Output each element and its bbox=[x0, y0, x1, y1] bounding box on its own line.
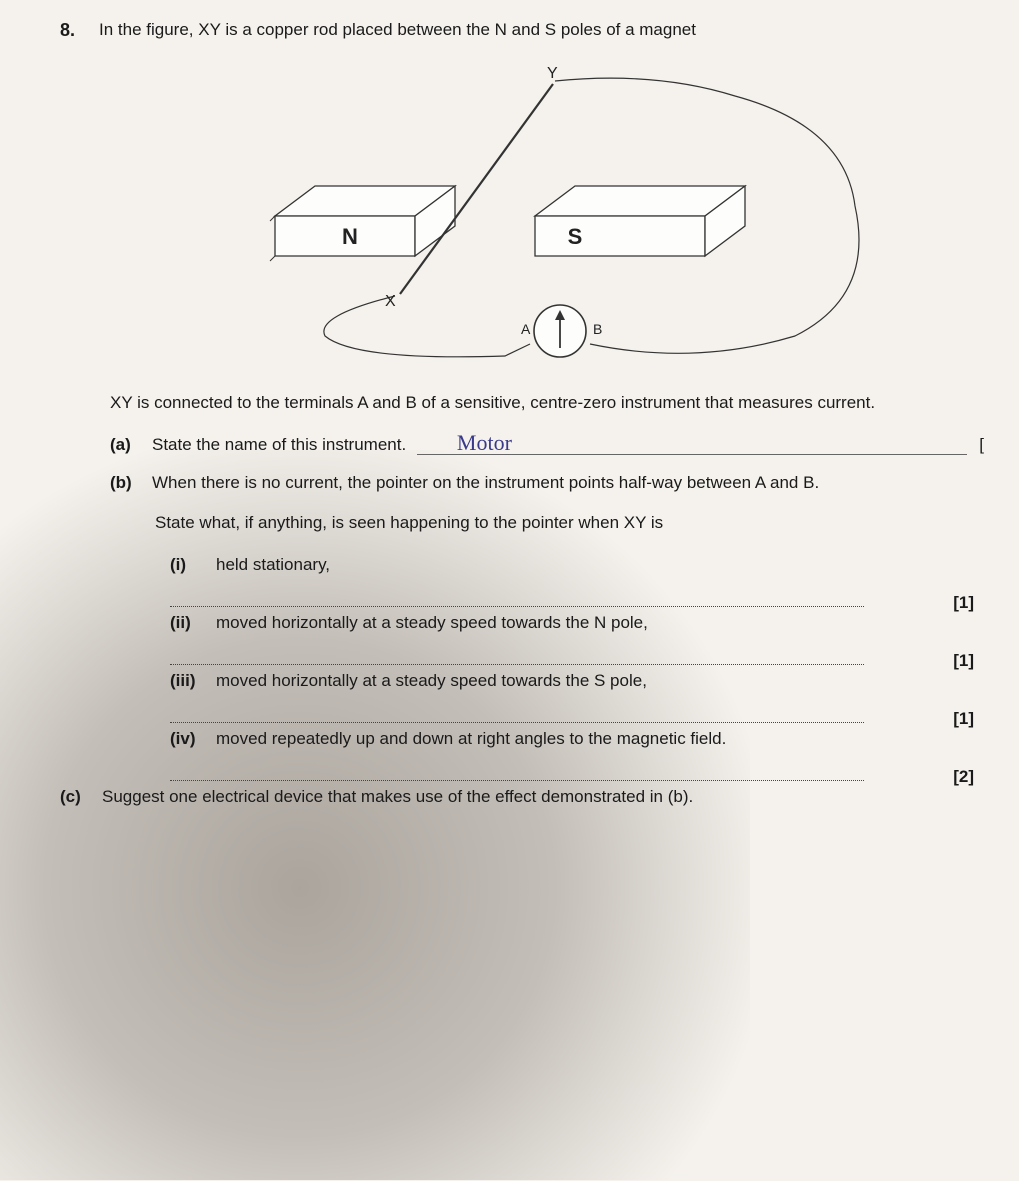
label-b: B bbox=[593, 321, 602, 337]
answer-line-a[interactable]: Motor bbox=[417, 435, 967, 455]
part-c-text: Suggest one electrical device that makes… bbox=[102, 787, 989, 807]
label-s: S bbox=[567, 224, 582, 249]
subpart-i: (i) held stationary, bbox=[170, 555, 989, 575]
subpart-ii-label: (ii) bbox=[170, 613, 204, 633]
magnet-s-pole: S bbox=[535, 186, 745, 256]
subpart-iv-label: (iv) bbox=[170, 729, 204, 749]
label-a: A bbox=[521, 321, 531, 337]
part-b-intro1: When there is no current, the pointer on… bbox=[152, 473, 989, 493]
part-c: (c) Suggest one electrical device that m… bbox=[60, 787, 989, 807]
subpart-iv-text: moved repeatedly up and down at right an… bbox=[216, 729, 726, 749]
part-a-label: (a) bbox=[110, 435, 140, 455]
question-number: 8. bbox=[60, 20, 75, 41]
part-b-label: (b) bbox=[110, 473, 140, 493]
subpart-i-text: held stationary, bbox=[216, 555, 330, 575]
ammeter: A B bbox=[521, 305, 602, 357]
subpart-iv: (iv) moved repeatedly up and down at rig… bbox=[170, 729, 989, 749]
part-a-prompt: State the name of this instrument. bbox=[152, 435, 406, 454]
answer-line-i[interactable] bbox=[170, 605, 864, 607]
marks-iv: [2] bbox=[944, 767, 974, 787]
question-content: 8. In the figure, XY is a copper rod pla… bbox=[60, 20, 989, 807]
subpart-iii: (iii) moved horizontally at a steady spe… bbox=[170, 671, 989, 691]
marks-i: [1] bbox=[944, 593, 974, 613]
part-a-mark-fragment: [ bbox=[979, 435, 984, 455]
part-c-label: (c) bbox=[60, 787, 90, 807]
magnet-n-pole: N bbox=[270, 186, 455, 261]
connection-text: XY is connected to the terminals A and B… bbox=[110, 391, 989, 415]
part-b: (b) When there is no current, the pointe… bbox=[110, 473, 989, 493]
question-header: 8. In the figure, XY is a copper rod pla… bbox=[60, 20, 989, 41]
part-a-text: State the name of this instrument. Motor… bbox=[152, 435, 989, 455]
answer-line-iv[interactable] bbox=[170, 779, 864, 781]
label-n: N bbox=[342, 224, 358, 249]
marks-ii: [1] bbox=[944, 651, 974, 671]
marks-iii: [1] bbox=[944, 709, 974, 729]
label-x: X bbox=[385, 293, 396, 310]
label-y: Y bbox=[547, 65, 558, 82]
answer-line-iii[interactable] bbox=[170, 721, 864, 723]
physics-diagram: N S X Y A B bbox=[175, 56, 875, 366]
answer-line-ii[interactable] bbox=[170, 663, 864, 665]
handwritten-answer: Motor bbox=[457, 430, 512, 456]
subpart-ii: (ii) moved horizontally at a steady spee… bbox=[170, 613, 989, 633]
subpart-iii-label: (iii) bbox=[170, 671, 204, 691]
part-b-intro2: State what, if anything, is seen happeni… bbox=[155, 511, 989, 535]
subpart-ii-text: moved horizontally at a steady speed tow… bbox=[216, 613, 648, 633]
part-a: (a) State the name of this instrument. M… bbox=[110, 435, 989, 455]
figure: N S X Y A B bbox=[60, 56, 989, 371]
subpart-i-label: (i) bbox=[170, 555, 204, 575]
subpart-iii-text: moved horizontally at a steady speed tow… bbox=[216, 671, 647, 691]
question-intro: In the figure, XY is a copper rod placed… bbox=[99, 20, 696, 41]
